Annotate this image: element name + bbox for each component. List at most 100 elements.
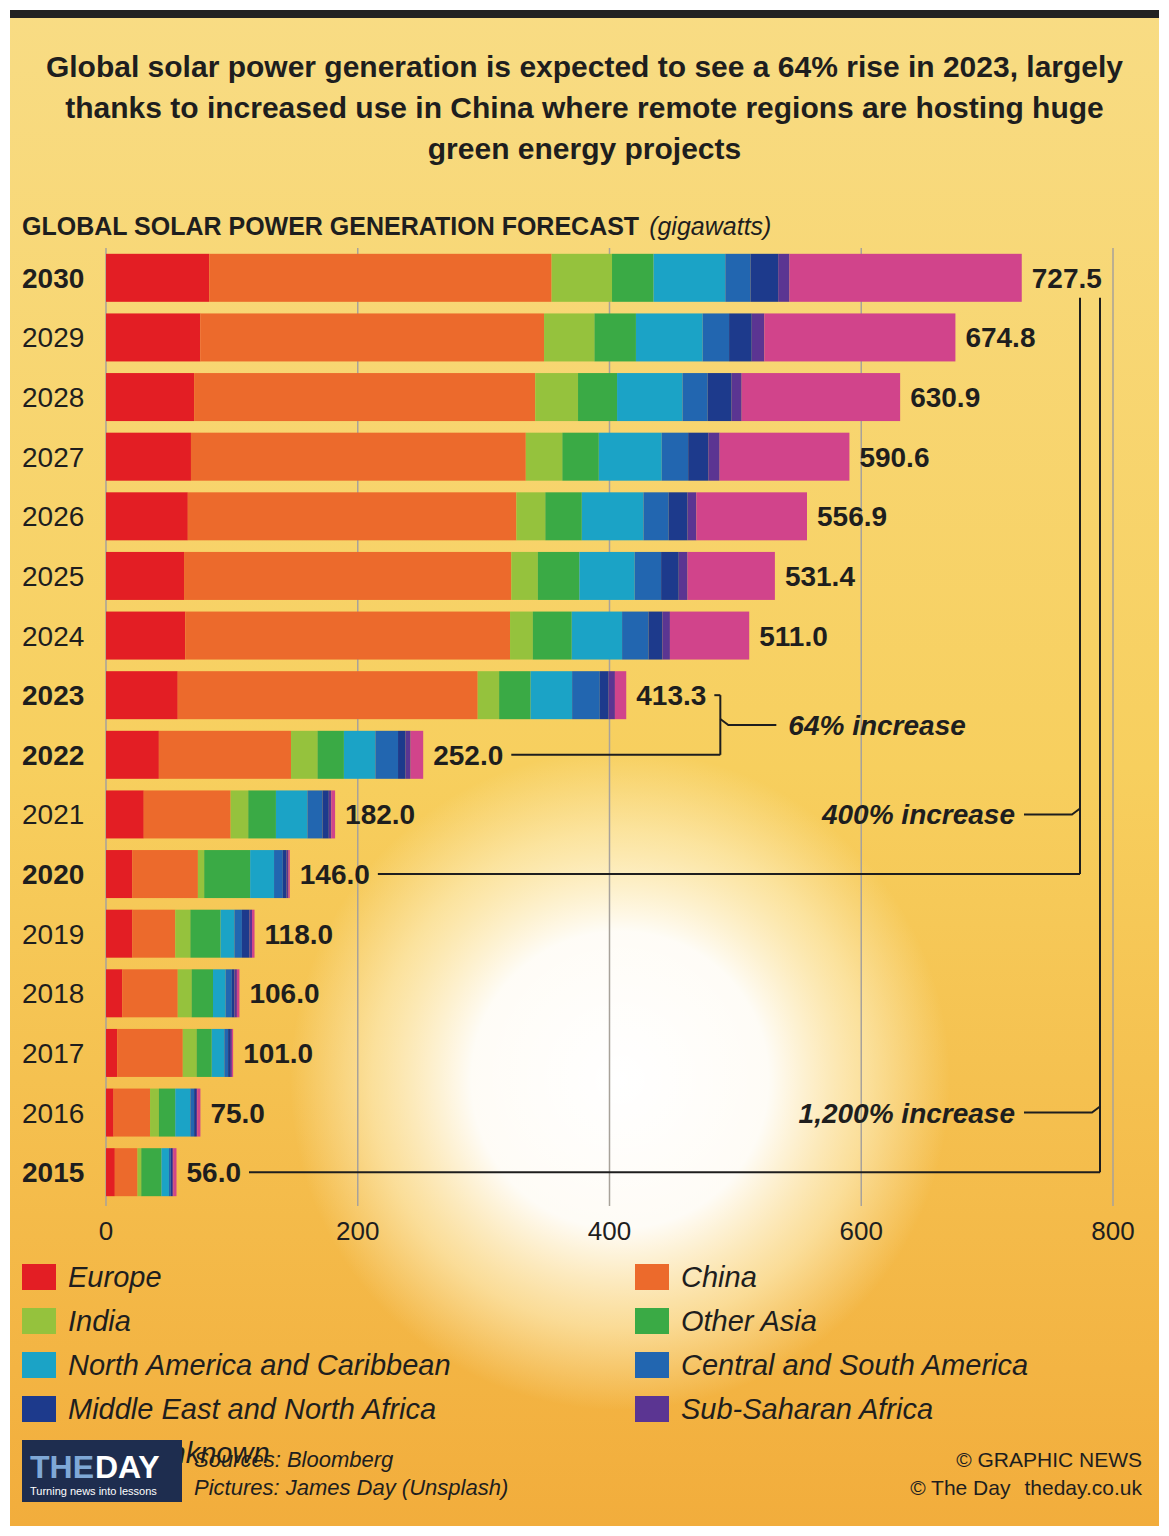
bar-segment bbox=[106, 313, 200, 361]
bar-segment bbox=[291, 731, 317, 779]
bar-segment bbox=[173, 1148, 176, 1196]
bar-segment bbox=[150, 1089, 159, 1137]
bar-segment bbox=[106, 671, 178, 719]
bar-segment bbox=[188, 492, 517, 540]
bar-segment bbox=[237, 969, 240, 1017]
bar-segment bbox=[732, 373, 742, 421]
bar-segment bbox=[106, 969, 122, 1017]
annotation-text: 1,200% increase bbox=[799, 1098, 1015, 1129]
bar-segment bbox=[242, 910, 250, 958]
legend-swatch bbox=[22, 1264, 56, 1290]
bracket-notch bbox=[1024, 808, 1080, 814]
bar-segment bbox=[636, 313, 703, 361]
bar-segment bbox=[411, 731, 424, 779]
bar-segment bbox=[535, 373, 578, 421]
bar-segment bbox=[499, 671, 530, 719]
category-label: 2015 bbox=[22, 1157, 84, 1188]
bar-segment bbox=[708, 373, 732, 421]
bar-segment bbox=[661, 552, 679, 600]
category-label: 2029 bbox=[22, 322, 84, 353]
bar-segment bbox=[670, 612, 749, 660]
background bbox=[10, 10, 1159, 1526]
legend-label: Middle East and North Africa bbox=[68, 1393, 436, 1425]
bar-segment bbox=[132, 850, 197, 898]
bar-segment bbox=[578, 373, 617, 421]
logo-box bbox=[22, 1440, 182, 1502]
category-label: 2018 bbox=[22, 978, 84, 1009]
bar-segment bbox=[643, 492, 668, 540]
bar-segment bbox=[609, 671, 615, 719]
bar-segment bbox=[562, 433, 599, 481]
bar-segment bbox=[106, 850, 132, 898]
bar-segment bbox=[178, 671, 478, 719]
logo-text: THE bbox=[30, 1449, 94, 1485]
bar-segment bbox=[599, 433, 662, 481]
total-label: 252.0 bbox=[433, 740, 503, 771]
bar-segment bbox=[106, 254, 209, 302]
bar-segment bbox=[283, 850, 287, 898]
sun bbox=[290, 750, 950, 1410]
bracket-notch bbox=[1024, 1107, 1100, 1113]
bar-segment bbox=[190, 910, 220, 958]
bar-segment bbox=[197, 1089, 200, 1137]
bracket-notch bbox=[720, 719, 776, 725]
pictures-credit: Pictures: James Day (Unsplash) bbox=[194, 1475, 508, 1500]
bar-segment bbox=[572, 671, 600, 719]
bar-segment bbox=[106, 790, 144, 838]
category-label: 2027 bbox=[22, 442, 84, 473]
unit-label: (gigawatts) bbox=[649, 212, 771, 240]
bar-segment bbox=[106, 910, 132, 958]
category-label: 2021 bbox=[22, 799, 84, 830]
bar-segment bbox=[161, 1148, 169, 1196]
bar-segment bbox=[617, 373, 682, 421]
bar-segment bbox=[662, 612, 670, 660]
total-label: 556.9 bbox=[817, 501, 887, 532]
bar-segment bbox=[106, 552, 184, 600]
tick-label: 400 bbox=[588, 1216, 631, 1246]
bar-segment bbox=[688, 552, 775, 600]
legend-swatch bbox=[635, 1352, 669, 1378]
bar-segment bbox=[231, 790, 249, 838]
bar-segment bbox=[406, 731, 411, 779]
chart-title: GLOBAL SOLAR POWER GENERATION FORECAST bbox=[22, 212, 639, 240]
total-label: 56.0 bbox=[186, 1157, 241, 1188]
bar-segment bbox=[171, 1148, 172, 1196]
bar-segment bbox=[572, 612, 622, 660]
bar-segment bbox=[725, 254, 750, 302]
bar-segment bbox=[117, 1029, 182, 1077]
legend-swatch bbox=[635, 1308, 669, 1334]
total-label: 182.0 bbox=[345, 799, 415, 830]
bar-segment bbox=[478, 671, 499, 719]
bar-segment bbox=[224, 1029, 228, 1077]
bar-segment bbox=[212, 1029, 225, 1077]
total-label: 75.0 bbox=[210, 1098, 265, 1129]
bar-segment bbox=[696, 492, 807, 540]
bar-segment bbox=[398, 731, 406, 779]
bar-segment bbox=[742, 373, 900, 421]
bar-segment bbox=[579, 552, 634, 600]
bar-segment bbox=[175, 1089, 190, 1137]
legend: EuropeChinaIndiaOther AsiaNorth America … bbox=[22, 1261, 1028, 1469]
bar-segment bbox=[213, 969, 226, 1017]
bar-segment bbox=[190, 1089, 194, 1137]
bar-segment bbox=[194, 1089, 196, 1137]
total-label: 590.6 bbox=[859, 442, 929, 473]
bar-segment bbox=[159, 1089, 175, 1137]
tick-label: 600 bbox=[840, 1216, 883, 1246]
bar-segment bbox=[635, 552, 661, 600]
bar-segment bbox=[178, 969, 192, 1017]
bar-segment bbox=[106, 1029, 117, 1077]
bar-segment bbox=[234, 910, 242, 958]
bar-segment bbox=[232, 969, 235, 1017]
bar-segment bbox=[249, 910, 252, 958]
top-rule bbox=[10, 10, 1159, 18]
bar-segment bbox=[144, 790, 231, 838]
bar-segment bbox=[106, 492, 188, 540]
bar-segment bbox=[750, 254, 778, 302]
bar-segment bbox=[106, 1148, 115, 1196]
page-ground bbox=[0, 0, 1169, 1536]
bar-segment bbox=[720, 433, 850, 481]
bar-segment bbox=[230, 1029, 232, 1077]
bar-segment bbox=[729, 313, 752, 361]
bar-segment bbox=[703, 313, 729, 361]
